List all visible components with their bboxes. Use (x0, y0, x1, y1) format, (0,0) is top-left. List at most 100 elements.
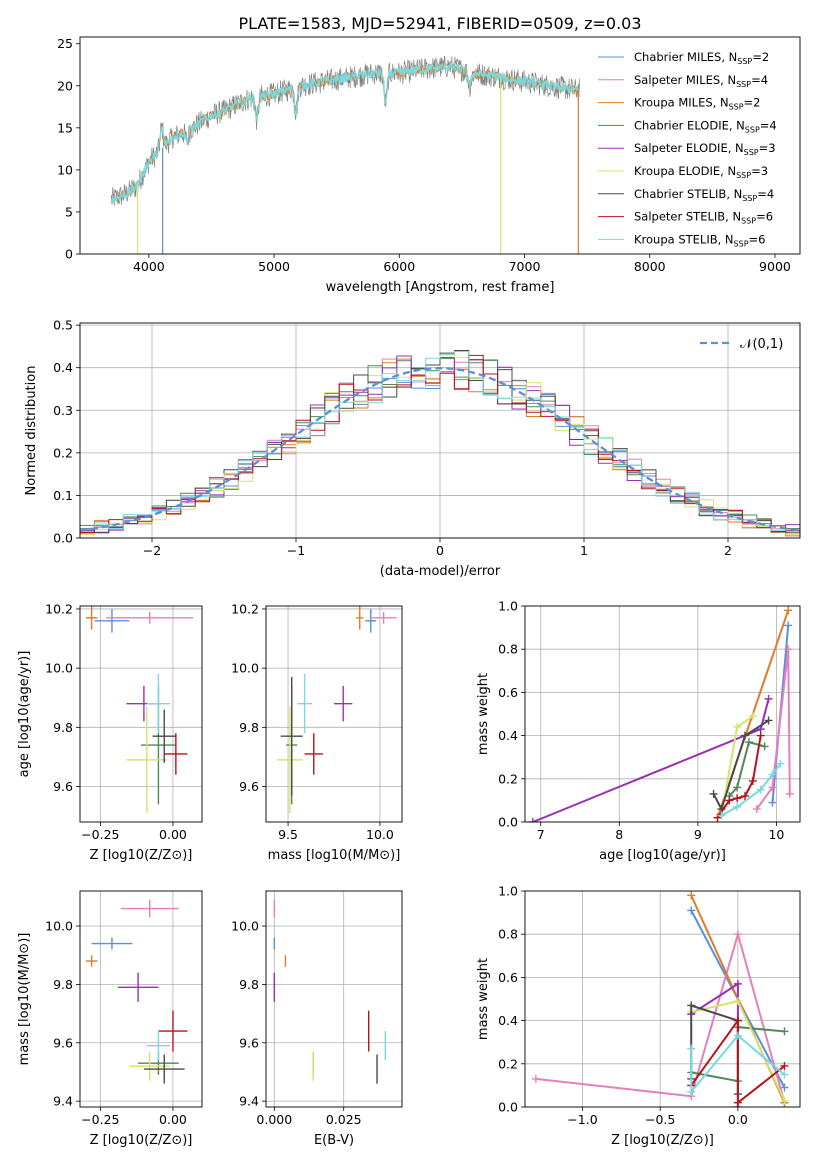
plot-area (273, 899, 387, 1084)
y-tick-label: 0.3 (53, 403, 73, 418)
x-tick-label: 10.0 (366, 827, 394, 842)
y-tick-label: 0.0 (53, 531, 73, 546)
panel-residual-distribution: −2 −1 0 1 2 0.0 0.1 0.2 0.3 0.4 0.5 (data-model)/er… (24, 318, 801, 579)
x-axis-label: mass [log10(M/M⊙)] (268, 848, 401, 863)
plot-area (80, 350, 800, 537)
y-axis-label: mass [log10(M/M⊙)] (17, 933, 32, 1066)
y-tick-label: 9.8 (239, 977, 259, 992)
x-tick-label: 0 (436, 543, 444, 558)
normal-curve (80, 367, 800, 532)
series-marker (733, 979, 742, 988)
series-marker (687, 906, 696, 915)
y-tick-label: 0.4 (498, 1013, 518, 1028)
figure-title: PLATE=1583, MJD=52941, FIBERID=0509, z=0… (238, 14, 641, 33)
series-marker (784, 645, 793, 654)
series-6 (709, 716, 773, 814)
error-bar-0 (91, 937, 133, 950)
y-axis-label: Normed distribution (24, 366, 39, 496)
plot-layer: 4000 5000 6000 7000 8000 90000510152025wavele… (17, 36, 801, 1148)
plot-area (110, 55, 581, 254)
y-tick-label: 20 (57, 78, 73, 93)
y-tick-label: 10.2 (45, 601, 73, 616)
error-bar-5 (129, 1051, 171, 1081)
x-tick-label: 8000 (634, 259, 666, 274)
series-marker (531, 1074, 540, 1083)
x-axis-label: wavelength [Angstrom, rest frame] (326, 280, 555, 295)
y-tick-label: 9.8 (53, 720, 73, 735)
series-marker (768, 770, 777, 779)
series-line (755, 649, 791, 810)
y-tick-label: 15 (57, 120, 73, 135)
x-tick-label: 5000 (258, 259, 290, 274)
legend-label: Chabrier MILES, NSSP=2 (634, 50, 769, 66)
y-tick-label: 0.4 (498, 728, 518, 743)
x-tick-label: 0.0 (728, 1112, 748, 1127)
series-marker (733, 1016, 742, 1025)
axes-frame (265, 605, 403, 823)
y-tick-label: 9.8 (53, 977, 73, 992)
y-tick-label: 0.6 (498, 970, 518, 985)
series-marker (756, 785, 765, 794)
series-marker (748, 712, 757, 721)
x-tick-label: 1 (580, 543, 588, 558)
y-tick-label: 9.4 (53, 1094, 73, 1109)
panel-mass-vs-ebv: 0.000 0.025 9.4 9.6 9.8 10.0 E(B-V) (231, 890, 403, 1148)
x-axis-label: age [log10(age/yr)] (599, 848, 726, 863)
error-bar-6 (280, 677, 303, 796)
axes-frame (79, 890, 203, 1108)
y-tick-label: 9.6 (53, 779, 73, 794)
x-axis-label: Z [log10(Z/Z⊙)] (90, 848, 193, 863)
legend-label: Kroupa STELIB, NSSP=6 (634, 232, 765, 248)
panel-age-vs-mass: 9.5 10.0 9.6 9.8 10.0 10.2 mass [log10(M/M⊙)] (231, 601, 403, 863)
error-bar-5 (277, 706, 303, 814)
histogram-6 (80, 350, 800, 534)
series-marker (687, 1087, 696, 1096)
y-tick-label: 10.2 (231, 601, 259, 616)
series-marker (780, 1096, 789, 1105)
axes-frame (79, 322, 801, 539)
x-axis-label: Z [log10(Z/Z⊙)] (611, 1133, 714, 1148)
y-tick-label: 9.4 (239, 1094, 259, 1109)
error-bar-7 (164, 733, 188, 775)
x-tick-label: 0.00 (159, 1112, 187, 1127)
y-axis-label: mass weight (476, 673, 491, 755)
series-marker (785, 789, 794, 798)
y-tick-label: 0.2 (53, 445, 73, 460)
error-bar-7 (158, 1010, 188, 1052)
histogram-7 (80, 354, 800, 533)
panel-spectrum: 4000 5000 6000 7000 8000 9000 0 5 10 15 20 25 wavele… (57, 36, 801, 295)
series-marker (687, 1044, 696, 1053)
x-tick-label: 2 (724, 543, 732, 558)
series-8 (687, 1031, 789, 1096)
x-tick-label: −1.0 (567, 1112, 597, 1127)
plot-area (531, 891, 789, 1107)
series-marker (784, 606, 793, 615)
x-tick-label: −0.25 (81, 827, 119, 842)
series-line (690, 1017, 786, 1105)
y-tick-label: 10.0 (45, 919, 73, 934)
y-tick-label: 10.0 (231, 919, 259, 934)
y-tick-label: 10 (57, 162, 73, 177)
series-marker (733, 794, 742, 803)
series-marker (752, 805, 761, 814)
legend-label: Kroupa MILES, NSSP=2 (634, 96, 760, 112)
error-bar-2 (85, 955, 98, 967)
legend-label: Salpeter ELODIE, NSSP=3 (634, 141, 776, 157)
series-marker (733, 1098, 742, 1107)
plot-area (85, 899, 188, 1084)
histogram-5 (80, 354, 800, 535)
series-1 (752, 645, 794, 814)
x-tick-label: −0.25 (81, 1112, 119, 1127)
series-marker (717, 811, 726, 820)
series-marker (780, 1027, 789, 1036)
x-tick-label: 0.025 (326, 1112, 362, 1127)
axes-frame (79, 36, 801, 255)
y-tick-label: 9.8 (239, 720, 259, 735)
legend-label: Chabrier ELODIE, NSSP=4 (634, 118, 777, 134)
series-7 (713, 731, 765, 822)
error-bar-4 (334, 685, 353, 722)
x-tick-label: 8 (615, 827, 623, 842)
x-tick-label: −2 (143, 543, 161, 558)
series-marker (733, 1031, 742, 1040)
